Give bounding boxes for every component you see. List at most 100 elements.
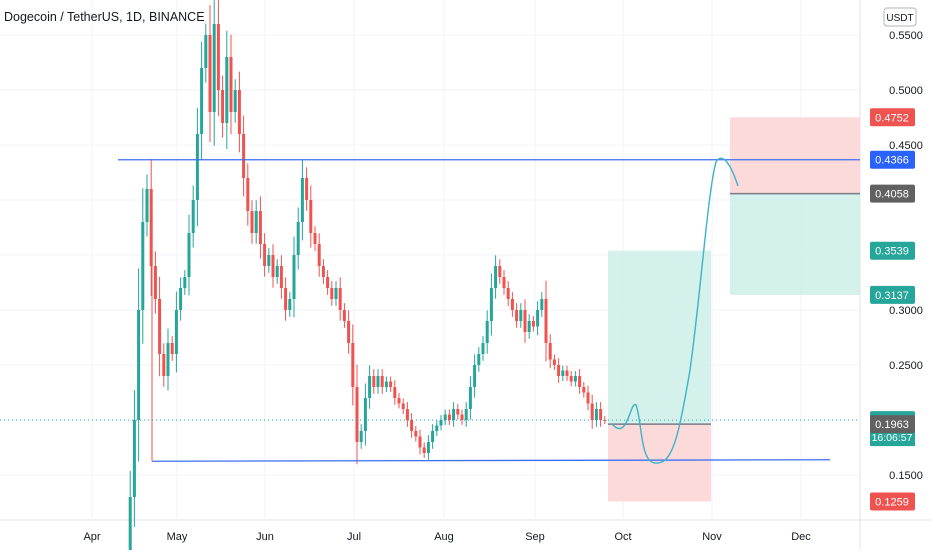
candle xyxy=(590,403,594,420)
x-tick-label: Oct xyxy=(614,531,631,543)
candle xyxy=(351,343,355,387)
candle xyxy=(233,90,237,112)
candle xyxy=(128,497,132,555)
candle xyxy=(162,354,166,376)
candle xyxy=(414,431,418,437)
candle xyxy=(229,57,233,112)
candle xyxy=(431,431,435,442)
price-label-badge xyxy=(870,184,915,203)
candle xyxy=(359,431,363,442)
price-label-badge xyxy=(870,285,915,304)
short-position-target-zone xyxy=(730,193,860,295)
candle xyxy=(405,409,409,420)
candle xyxy=(477,354,481,365)
x-tick-label: Dec xyxy=(791,531,811,543)
candle xyxy=(569,376,573,382)
candle xyxy=(401,403,405,409)
candle xyxy=(439,420,443,426)
candle xyxy=(326,277,330,288)
x-tick-label: Nov xyxy=(702,531,722,543)
candle xyxy=(410,420,414,431)
candle xyxy=(540,299,544,310)
candle xyxy=(561,370,565,376)
currency-badge-label: USDT xyxy=(886,13,913,24)
candle xyxy=(317,244,321,266)
candle xyxy=(267,255,271,266)
candle xyxy=(573,376,577,382)
candle xyxy=(498,266,502,277)
price-label: 0.1963 xyxy=(875,419,909,431)
candle xyxy=(380,376,384,387)
candle xyxy=(309,200,313,233)
candle xyxy=(212,24,216,112)
short-position-stop-zone xyxy=(730,117,860,194)
candle xyxy=(279,266,283,288)
candle xyxy=(552,359,556,365)
candle xyxy=(544,299,548,343)
candle xyxy=(347,321,351,343)
candle xyxy=(200,68,204,134)
countdown-label: 16:06:57 xyxy=(872,432,913,444)
candle xyxy=(523,310,527,332)
candle xyxy=(363,398,367,431)
candle xyxy=(246,178,250,211)
candle xyxy=(372,376,376,387)
candle xyxy=(321,266,325,277)
price-label: 0.3539 xyxy=(875,246,909,258)
candle xyxy=(342,310,346,321)
candle xyxy=(510,299,514,310)
candle xyxy=(137,310,141,420)
candle xyxy=(237,90,241,134)
candle xyxy=(435,425,439,431)
price-label-badge xyxy=(870,108,915,127)
candle xyxy=(208,35,212,112)
projection-path xyxy=(611,157,739,464)
candle xyxy=(313,233,317,244)
candle xyxy=(216,24,220,90)
candle xyxy=(145,189,149,222)
price-label-badge xyxy=(870,415,915,434)
chart-title: Dogecoin / TetherUS, 1D, BINANCE xyxy=(2,10,207,24)
candle xyxy=(288,299,292,310)
x-tick-label: May xyxy=(167,531,188,543)
candle xyxy=(183,277,187,288)
candle xyxy=(519,310,523,321)
price-label-badge xyxy=(870,241,915,260)
candle xyxy=(330,288,334,299)
candle xyxy=(191,200,195,233)
price-label: 0.1259 xyxy=(875,497,909,509)
candle xyxy=(393,387,397,398)
candle xyxy=(485,321,489,343)
candle xyxy=(586,392,590,404)
candle xyxy=(166,343,170,376)
candle xyxy=(338,288,342,310)
candle xyxy=(599,409,603,420)
y-tick-label: 0.5500 xyxy=(889,30,923,42)
candle xyxy=(284,288,288,310)
y-tick-label: 0.3000 xyxy=(889,305,923,317)
candle xyxy=(460,414,464,420)
candle xyxy=(195,134,199,200)
candle xyxy=(225,57,229,123)
candle xyxy=(355,387,359,442)
long-position-target-zone xyxy=(608,250,711,425)
candle xyxy=(258,211,262,244)
candle xyxy=(292,255,296,299)
candle xyxy=(254,211,258,233)
candle xyxy=(300,178,304,222)
price-label-badge xyxy=(870,150,915,169)
y-tick-label: 0.2500 xyxy=(889,360,923,372)
candle xyxy=(158,299,162,354)
candle xyxy=(527,321,531,332)
price-label: 0.4752 xyxy=(875,112,909,124)
candle xyxy=(397,398,401,404)
candle xyxy=(368,376,372,398)
candle xyxy=(149,189,153,266)
candle xyxy=(384,381,388,387)
candle xyxy=(489,288,493,321)
candle xyxy=(464,409,468,420)
countdown-badge xyxy=(870,429,915,447)
candle xyxy=(506,288,510,299)
